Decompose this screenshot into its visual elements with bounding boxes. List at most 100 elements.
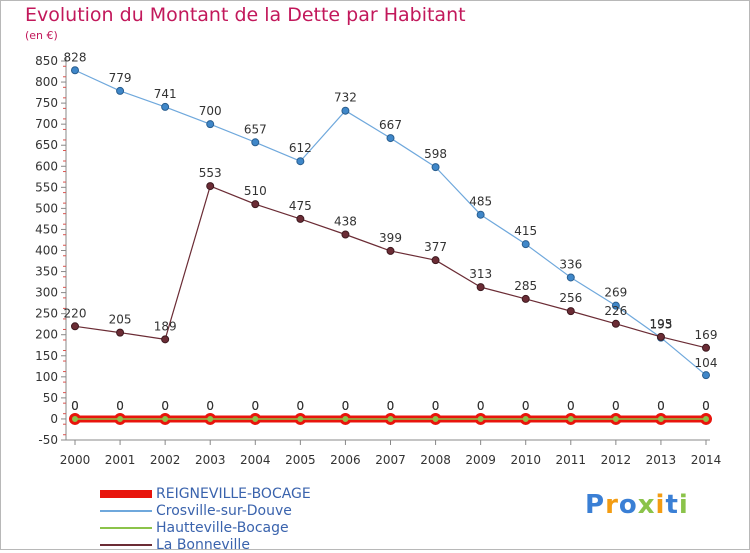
- data-point-2: [703, 415, 709, 422]
- data-point-1: [341, 106, 350, 115]
- data-label-2: 0: [387, 399, 395, 413]
- data-label-0: 0: [612, 399, 620, 413]
- data-point-1: [161, 102, 170, 111]
- data-label-0: 0: [206, 399, 214, 413]
- data-point-2: [72, 415, 78, 422]
- data-label-0: 0: [522, 399, 530, 413]
- data-label-1: 415: [514, 224, 537, 238]
- x-tick-label: 2004: [240, 453, 271, 467]
- logo-letter: i: [678, 490, 689, 520]
- data-point-3: [476, 283, 485, 292]
- data-point-1: [116, 86, 125, 95]
- y-tick-label: 450: [35, 222, 58, 236]
- logo-letter: o: [618, 490, 638, 520]
- data-point-3: [161, 335, 170, 344]
- data-label-3: 510: [244, 184, 267, 198]
- data-label-0: 0: [251, 399, 259, 413]
- data-label-2: 0: [612, 399, 620, 413]
- data-label-1: 598: [424, 147, 447, 161]
- data-label-0: 0: [387, 399, 395, 413]
- y-tick-label: 850: [35, 54, 58, 68]
- data-label-3: 220: [64, 306, 87, 320]
- logo-letter: P: [585, 490, 606, 520]
- data-point-2: [297, 415, 304, 422]
- data-label-0: 0: [432, 399, 440, 413]
- data-label-3: 256: [559, 291, 582, 305]
- data-point-1: [566, 273, 575, 282]
- data-point-2: [657, 415, 664, 422]
- data-label-0: 0: [342, 399, 350, 413]
- data-label-2: 0: [251, 399, 259, 413]
- data-label-1: 336: [559, 257, 582, 271]
- x-tick-label: 2013: [646, 453, 677, 467]
- x-tick-label: 2000: [60, 453, 91, 467]
- data-label-3: 226: [604, 304, 627, 318]
- data-point-2: [567, 415, 574, 422]
- data-point-1: [702, 371, 710, 380]
- logo-letter: r: [605, 490, 619, 520]
- y-tick-label: 200: [35, 328, 58, 342]
- data-label-1: 104: [695, 356, 718, 370]
- legend-swatch: [100, 489, 152, 498]
- data-point-1: [476, 210, 485, 219]
- data-point-2: [342, 415, 349, 422]
- legend-swatch: [100, 526, 152, 529]
- data-point-1: [251, 138, 260, 147]
- data-label-2: 0: [116, 399, 124, 413]
- x-tick-label: 2006: [330, 453, 361, 467]
- logo-letter: i: [655, 490, 666, 520]
- data-label-3: 438: [334, 214, 357, 228]
- y-tick-label: 550: [35, 180, 58, 194]
- data-label-3: 475: [289, 199, 312, 213]
- legend-item: La Bonneville: [100, 536, 311, 553]
- data-point-3: [341, 230, 350, 239]
- x-tick-label: 2010: [510, 453, 541, 467]
- data-label-3: 313: [469, 267, 492, 281]
- legend-item: REIGNEVILLE-BOCAGE: [100, 485, 311, 502]
- legend-label: La Bonneville: [156, 536, 250, 553]
- y-tick-label: 250: [35, 307, 58, 321]
- data-label-0: 0: [477, 399, 485, 413]
- x-tick-label: 2012: [601, 453, 632, 467]
- data-point-3: [71, 322, 79, 331]
- legend-swatch: [100, 509, 152, 512]
- data-point-3: [656, 332, 665, 341]
- data-label-3: 285: [514, 279, 537, 293]
- y-tick-label: 500: [35, 201, 58, 215]
- data-label-3: 195: [649, 317, 672, 331]
- y-tick-label: 350: [35, 265, 58, 279]
- data-label-1: 700: [199, 104, 222, 118]
- data-point-1: [431, 163, 440, 172]
- data-point-1: [386, 134, 395, 143]
- data-label-3: 169: [695, 328, 718, 342]
- x-tick-label: 2005: [285, 453, 316, 467]
- chart-title: Evolution du Montant de la Dette par Hab…: [25, 4, 466, 26]
- data-label-1: 732: [334, 91, 357, 105]
- data-label-3: 205: [109, 313, 132, 327]
- data-point-2: [522, 415, 529, 422]
- data-point-2: [387, 415, 394, 422]
- legend-label: REIGNEVILLE-BOCAGE: [156, 485, 311, 502]
- data-point-1: [521, 240, 530, 249]
- data-point-2: [477, 415, 484, 422]
- data-point-2: [432, 415, 439, 422]
- x-tick-label: 2002: [150, 453, 181, 467]
- x-tick-label: 2014: [691, 453, 722, 467]
- data-label-0: 0: [297, 399, 305, 413]
- data-label-0: 0: [116, 399, 124, 413]
- chart-subtitle: (en €): [25, 29, 58, 42]
- data-label-1: 193: [649, 318, 672, 332]
- data-label-2: 0: [342, 399, 350, 413]
- y-tick-label: 50: [43, 391, 58, 405]
- data-point-3: [611, 319, 620, 328]
- data-label-1: 667: [379, 118, 402, 132]
- logo-letter: x: [637, 490, 656, 520]
- data-label-1: 657: [244, 122, 267, 136]
- data-label-0: 0: [567, 399, 575, 413]
- y-tick-label: 400: [35, 244, 58, 258]
- data-point-3: [116, 328, 125, 337]
- data-label-1: 269: [604, 286, 627, 300]
- y-tick-label: 0: [50, 412, 58, 426]
- legend-item: Hautteville-Bocage: [100, 519, 311, 536]
